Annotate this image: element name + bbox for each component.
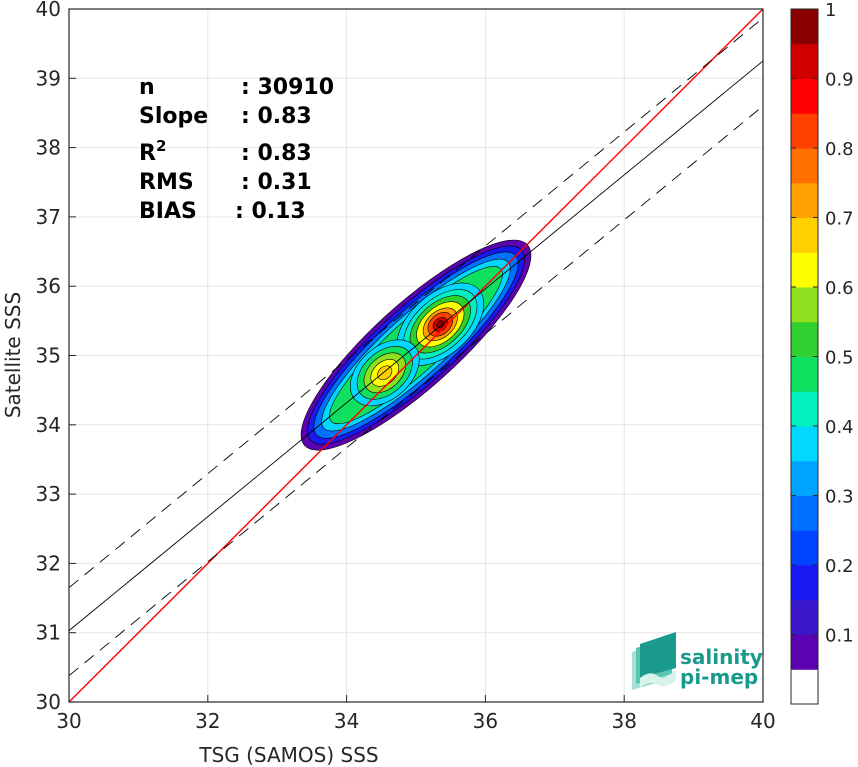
x-tick-label: 38 bbox=[611, 709, 636, 733]
density-contours bbox=[300, 239, 532, 451]
stats-block: n : 30910 Slope : 0.83 R2 : 0.83 RMS : 0.31 BIAS… bbox=[139, 75, 334, 224]
colorbar-tick-label: 1 bbox=[825, 0, 836, 21]
stat-value: : 0.83 bbox=[241, 141, 312, 166]
colorbar-swatch bbox=[791, 530, 818, 566]
y-tick-label: 35 bbox=[36, 344, 61, 368]
colorbar-swatch bbox=[791, 78, 818, 114]
stat-label: Slope bbox=[139, 104, 208, 129]
colorbar-swatch bbox=[791, 460, 818, 496]
colorbar-tick-label: 0.9 bbox=[825, 70, 854, 91]
colorbar-swatch bbox=[791, 565, 818, 601]
colorbar-tick-label: 0.4 bbox=[825, 417, 854, 438]
colorbar: 0.1 0.2 0.3 0.4 0.5 0.6 0.7 0.8 0.9 1 bbox=[790, 0, 854, 705]
line-regression bbox=[69, 60, 763, 631]
y-tick-label: 34 bbox=[36, 413, 61, 437]
colorbar-swatch bbox=[791, 599, 818, 635]
colorbar-swatch bbox=[791, 148, 818, 184]
x-tick-label: 32 bbox=[195, 709, 220, 733]
colorbar-swatch bbox=[791, 113, 818, 149]
colorbar-tick-label: 0.5 bbox=[825, 348, 854, 369]
colorbar-tick-label: 0.6 bbox=[825, 278, 854, 299]
x-tick-label: 36 bbox=[473, 709, 498, 733]
stat-label: R2 bbox=[139, 137, 166, 166]
y-axis-label: Satellite SSS bbox=[1, 292, 25, 418]
colorbar-swatch bbox=[791, 43, 818, 79]
stat-value: : 0.13 bbox=[235, 199, 306, 224]
y-tick-label: 31 bbox=[36, 621, 61, 645]
colorbar-swatch bbox=[791, 217, 818, 253]
colorbar-swatch bbox=[791, 321, 818, 357]
x-tick-label: 34 bbox=[334, 709, 359, 733]
colorbar-swatch bbox=[791, 356, 818, 392]
stat-value: : 0.31 bbox=[241, 170, 312, 195]
fit-lines bbox=[69, 9, 763, 702]
grid bbox=[68, 8, 764, 703]
colorbar-swatch bbox=[791, 426, 818, 462]
colorbar-tick-label: 0.2 bbox=[825, 556, 854, 577]
colorbar-swatch bbox=[791, 9, 818, 45]
salinity-pimep-logo: salinity pi-mep bbox=[632, 632, 763, 690]
line-regression-minus bbox=[69, 105, 763, 677]
colorbar-swatch bbox=[791, 634, 818, 670]
x-tick-label: 30 bbox=[56, 709, 81, 733]
colorbar-tick-label: 0.7 bbox=[825, 209, 854, 230]
y-tick-label: 36 bbox=[36, 274, 61, 298]
logo-line1: salinity bbox=[680, 645, 763, 669]
y-tick-label: 40 bbox=[36, 0, 61, 21]
stat-value: : 0.83 bbox=[241, 104, 312, 129]
colorbar-tick-label: 0.8 bbox=[825, 139, 854, 160]
colorbar-swatch bbox=[791, 669, 818, 705]
y-tick-label: 30 bbox=[36, 690, 61, 714]
colorbar-swatch bbox=[791, 182, 818, 218]
colorbar-swatch bbox=[791, 391, 818, 427]
stat-value: : 30910 bbox=[241, 75, 334, 100]
colorbar-tick-label: 0.1 bbox=[825, 626, 854, 647]
y-tick-label: 39 bbox=[36, 66, 61, 90]
y-tick-label: 38 bbox=[36, 136, 61, 160]
x-axis-label: TSG (SAMOS) SSS bbox=[198, 743, 378, 767]
line-regression-plus bbox=[69, 17, 763, 589]
logo-line2: pi-mep bbox=[680, 665, 758, 689]
density-peak-secondary bbox=[377, 365, 393, 381]
line-one-to-one bbox=[69, 9, 763, 702]
y-tick-label: 33 bbox=[36, 482, 61, 506]
x-tick-label: 40 bbox=[750, 709, 775, 733]
density-peak-main bbox=[436, 320, 445, 329]
wave-logo-icon bbox=[632, 632, 676, 690]
stat-label: BIAS bbox=[139, 199, 197, 224]
colorbar-tick-label: 0.3 bbox=[825, 487, 854, 508]
colorbar-swatch bbox=[791, 287, 818, 323]
y-tick-label: 37 bbox=[36, 205, 61, 229]
stat-label: RMS bbox=[139, 170, 194, 195]
colorbar-swatch bbox=[791, 495, 818, 531]
y-tick-label: 32 bbox=[36, 551, 61, 575]
y-axis-ticks: 30 31 32 33 34 35 36 37 38 39 40 bbox=[36, 0, 76, 714]
stat-label: n bbox=[139, 75, 155, 100]
colorbar-swatch bbox=[791, 252, 818, 288]
x-axis-ticks: 30 32 34 36 38 40 bbox=[56, 695, 776, 733]
